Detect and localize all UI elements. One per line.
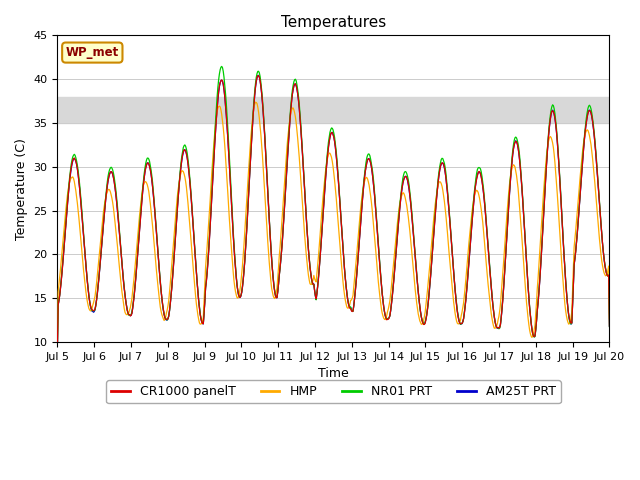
CR1000 panelT [417, 314, 425, 320]
AM25T PRT [177, 170, 184, 176]
Y-axis label: Temperature (C): Temperature (C) [15, 138, 28, 240]
NR01 PRT [177, 168, 184, 173]
HMP [417, 322, 425, 327]
Text: WP_met: WP_met [66, 46, 119, 59]
AM25T PRT [205, 236, 213, 242]
CR1000 panelT [205, 237, 213, 242]
NR01 PRT [205, 234, 213, 240]
NR01 PRT [120, 284, 128, 290]
CR1000 panelT [401, 174, 409, 180]
NR01 PRT [401, 168, 409, 174]
Line: AM25T PRT: AM25T PRT [58, 75, 609, 348]
AM25T PRT [255, 72, 262, 78]
NR01 PRT [63, 199, 71, 205]
AM25T PRT [401, 173, 409, 179]
CR1000 panelT [54, 345, 61, 351]
Line: CR1000 panelT: CR1000 panelT [58, 76, 609, 348]
AM25T PRT [54, 345, 61, 350]
Bar [58, 96, 609, 123]
CR1000 panelT [605, 323, 613, 329]
NR01 PRT [417, 314, 425, 320]
HMP [401, 195, 409, 201]
CR1000 panelT [120, 285, 128, 291]
X-axis label: Time: Time [318, 367, 349, 380]
HMP [120, 305, 128, 311]
CR1000 panelT [255, 73, 262, 79]
NR01 PRT [605, 324, 613, 330]
AM25T PRT [63, 203, 71, 208]
HMP [605, 316, 613, 322]
NR01 PRT [218, 63, 225, 69]
AM25T PRT [120, 285, 128, 291]
Title: Temperatures: Temperatures [281, 15, 386, 30]
HMP [54, 337, 61, 343]
HMP [63, 192, 71, 198]
NR01 PRT [54, 345, 61, 351]
Line: NR01 PRT: NR01 PRT [58, 66, 609, 348]
CR1000 panelT [177, 170, 184, 176]
AM25T PRT [417, 314, 425, 320]
CR1000 panelT [63, 202, 71, 208]
HMP [205, 209, 213, 215]
Legend: CR1000 panelT, HMP, NR01 PRT, AM25T PRT: CR1000 panelT, HMP, NR01 PRT, AM25T PRT [106, 380, 561, 403]
HMP [177, 173, 184, 179]
Line: HMP: HMP [58, 102, 609, 340]
AM25T PRT [605, 324, 613, 329]
HMP [252, 99, 259, 105]
